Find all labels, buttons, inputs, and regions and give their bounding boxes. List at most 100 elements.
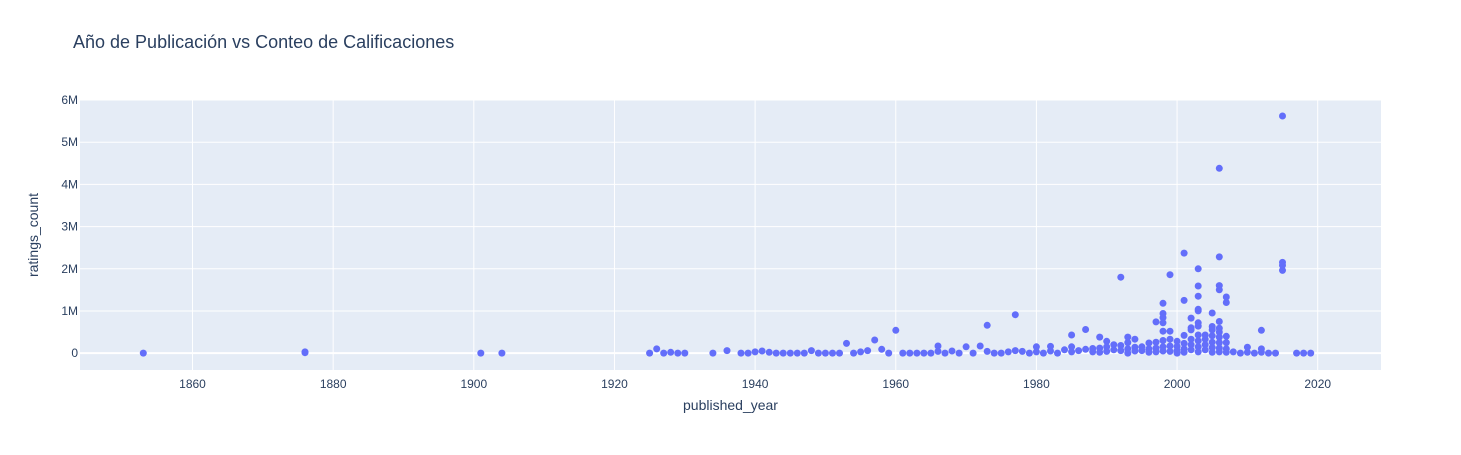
data-point[interactable] <box>1145 339 1153 347</box>
data-point[interactable] <box>1187 346 1195 354</box>
data-point[interactable] <box>667 348 675 356</box>
data-point[interactable] <box>1215 339 1223 347</box>
data-point[interactable] <box>1215 164 1223 172</box>
data-point[interactable] <box>1152 348 1160 356</box>
data-point[interactable] <box>850 349 858 357</box>
data-point[interactable] <box>1047 347 1054 355</box>
data-point[interactable] <box>1159 314 1167 322</box>
data-point[interactable] <box>1194 348 1202 356</box>
data-point[interactable] <box>1307 349 1315 357</box>
data-point[interactable] <box>1096 348 1104 356</box>
data-point[interactable] <box>892 326 900 334</box>
data-point[interactable] <box>1187 335 1195 343</box>
data-point[interactable] <box>1004 348 1012 356</box>
data-point[interactable] <box>1124 349 1132 357</box>
data-point[interactable] <box>927 349 935 357</box>
data-point[interactable] <box>1131 335 1139 343</box>
data-point[interactable] <box>1061 346 1068 354</box>
data-point[interactable] <box>1166 327 1174 335</box>
data-point[interactable] <box>821 349 829 357</box>
data-point[interactable] <box>1173 337 1181 345</box>
data-point[interactable] <box>1068 331 1076 339</box>
data-point[interactable] <box>1159 327 1167 335</box>
data-point[interactable] <box>1166 347 1174 355</box>
data-point[interactable] <box>1089 348 1097 356</box>
data-point[interactable] <box>1187 341 1195 349</box>
data-point[interactable] <box>660 349 668 357</box>
data-point[interactable] <box>1032 348 1040 356</box>
data-point[interactable] <box>1215 328 1223 336</box>
data-point[interactable] <box>1222 299 1230 306</box>
data-point[interactable] <box>800 349 808 357</box>
data-point[interactable] <box>962 343 970 351</box>
data-point[interactable] <box>1236 349 1244 357</box>
data-point[interactable] <box>878 345 886 353</box>
data-point[interactable] <box>1166 271 1174 279</box>
data-point[interactable] <box>1194 331 1202 339</box>
data-point[interactable] <box>646 349 654 357</box>
data-point[interactable] <box>1039 349 1047 357</box>
data-point[interactable] <box>1124 339 1132 347</box>
data-point[interactable] <box>1272 349 1279 357</box>
data-point[interactable] <box>498 349 506 357</box>
data-point[interactable] <box>1131 347 1139 355</box>
data-point[interactable] <box>920 349 928 357</box>
data-point[interactable] <box>1257 348 1265 356</box>
data-point[interactable] <box>1117 342 1125 349</box>
data-point[interactable] <box>1075 347 1083 355</box>
data-point[interactable] <box>1201 346 1209 354</box>
data-point[interactable] <box>1208 332 1216 340</box>
data-point[interactable] <box>906 349 914 357</box>
data-point[interactable] <box>1300 349 1308 357</box>
data-point[interactable] <box>934 342 942 350</box>
data-point[interactable] <box>1173 349 1181 357</box>
data-point[interactable] <box>1215 286 1223 294</box>
data-point[interactable] <box>1243 343 1251 351</box>
data-point[interactable] <box>779 349 787 357</box>
data-point[interactable] <box>1180 296 1188 304</box>
data-point[interactable] <box>793 349 801 357</box>
data-point[interactable] <box>1208 348 1216 356</box>
data-point[interactable] <box>836 349 843 357</box>
data-point[interactable] <box>1201 335 1209 343</box>
data-point[interactable] <box>913 349 921 357</box>
data-point[interactable] <box>1222 332 1230 340</box>
data-point[interactable] <box>1152 338 1160 346</box>
data-point[interactable] <box>1159 347 1167 355</box>
data-point[interactable] <box>1222 348 1230 356</box>
data-point[interactable] <box>934 347 942 355</box>
data-point[interactable] <box>1152 318 1160 326</box>
data-point[interactable] <box>1243 348 1251 356</box>
data-point[interactable] <box>1194 307 1202 315</box>
data-point[interactable] <box>1110 341 1118 349</box>
data-point[interactable] <box>1166 335 1174 343</box>
data-point[interactable] <box>1222 293 1230 301</box>
data-point[interactable] <box>1117 347 1125 355</box>
data-point[interactable] <box>723 347 731 355</box>
data-point[interactable] <box>1096 333 1104 341</box>
data-point[interactable] <box>1117 273 1125 281</box>
data-point[interactable] <box>857 348 865 356</box>
data-point[interactable] <box>744 349 752 357</box>
data-point[interactable] <box>765 348 773 356</box>
data-point[interactable] <box>1180 249 1188 257</box>
data-point[interactable] <box>772 349 780 357</box>
data-point[interactable] <box>1229 348 1237 356</box>
data-point[interactable] <box>751 348 759 356</box>
data-point[interactable] <box>1110 346 1118 354</box>
data-point[interactable] <box>829 349 836 357</box>
data-point[interactable] <box>1103 347 1111 355</box>
data-point[interactable] <box>758 347 766 355</box>
data-point[interactable] <box>1250 349 1258 357</box>
data-point[interactable] <box>997 349 1005 357</box>
data-point[interactable] <box>990 349 998 357</box>
data-point[interactable] <box>969 349 977 357</box>
data-point[interactable] <box>1279 112 1286 120</box>
data-point[interactable] <box>1194 282 1202 290</box>
data-point[interactable] <box>1222 339 1230 347</box>
data-point[interactable] <box>1208 338 1216 346</box>
data-point[interactable] <box>1068 348 1076 356</box>
data-point[interactable] <box>1201 341 1209 349</box>
data-point[interactable] <box>864 347 872 355</box>
data-point[interactable] <box>814 349 822 357</box>
